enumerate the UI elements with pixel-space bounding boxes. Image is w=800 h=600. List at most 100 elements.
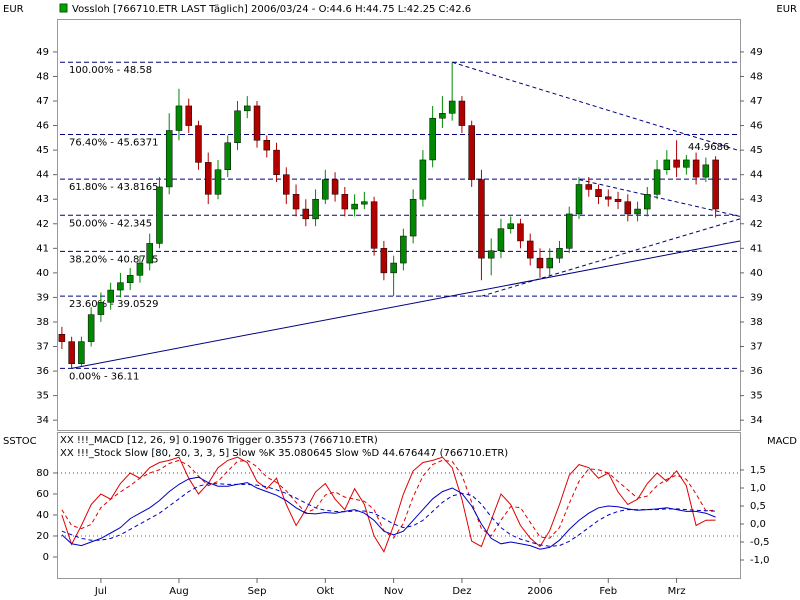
y2-tick-label: -1,0 [750, 555, 770, 566]
indicator-line [61, 459, 716, 539]
candle-body [673, 159, 680, 168]
y-tick-label: 39 [36, 292, 49, 303]
fib-label: 0.00% - 36.11 [69, 371, 139, 382]
candle-body [156, 186, 163, 244]
y2-axis-label: MACD [767, 436, 797, 447]
candle-body [244, 105, 251, 112]
candle-body [175, 105, 183, 131]
fib-label: 38.20% - 40.8735 [69, 254, 158, 265]
candle-body [370, 201, 378, 249]
y-tick-label: 40 [36, 510, 49, 521]
candle-body [507, 223, 514, 229]
y-tick-label: 80 [36, 468, 49, 479]
y-tick-label: 36 [36, 366, 49, 377]
candle-body [380, 248, 388, 274]
candle-body [107, 289, 114, 303]
y-tick-label: 45 [36, 145, 49, 156]
candle-body [605, 196, 612, 200]
candle-body [87, 314, 95, 342]
y-tick-label: 40 [36, 268, 49, 279]
fib-label: 50.00% - 42.345 [69, 218, 152, 229]
candle-body [351, 203, 358, 210]
candle-body [263, 140, 271, 151]
y-tick-label: 34 [750, 415, 763, 426]
indicator-line [61, 456, 716, 553]
candle-body [341, 194, 349, 210]
y-axis-label: EUR [3, 4, 24, 15]
candle-body [624, 201, 632, 215]
trend-line [452, 61, 741, 152]
y-tick-label: 40 [750, 268, 763, 279]
candle-body [556, 248, 563, 259]
y-tick-label: 44 [36, 170, 49, 181]
candle-body [487, 250, 495, 259]
candle-body [692, 159, 700, 178]
candle-body [302, 208, 310, 220]
candle-body [634, 208, 641, 215]
trend-line [71, 240, 741, 369]
fib-label: 61.80% - 43.8165 [69, 182, 158, 193]
candle-body [614, 198, 622, 202]
candle-body [419, 159, 427, 200]
y-axis-label: SSTOC [3, 436, 37, 447]
candle-body [497, 228, 505, 252]
y-tick-label: 35 [36, 391, 49, 402]
candle-body [195, 125, 202, 163]
y-tick-label: 46 [750, 121, 763, 132]
y2-tick-label: 0,0 [750, 519, 766, 530]
candle-body [683, 159, 690, 168]
x-tick-label: Dez [452, 586, 471, 597]
y-tick-label: 42 [750, 219, 763, 230]
trend-line [481, 218, 741, 297]
candle-body [439, 113, 446, 119]
candle-body [663, 159, 671, 171]
candle-body [409, 198, 417, 237]
y2-tick-label: 1,5 [750, 465, 766, 476]
candle-body [117, 282, 124, 291]
fib-label: 100.00% - 48.58 [69, 65, 152, 76]
y-tick-label: 36 [750, 366, 763, 377]
candle-body [312, 198, 319, 220]
candle-body [361, 201, 368, 205]
candle-body [214, 169, 222, 195]
indicator-line [61, 483, 716, 547]
indicator-line [61, 476, 716, 550]
y-tick-label: 45 [750, 145, 763, 156]
y2-tick-label: -0,5 [750, 537, 770, 548]
candle-body [458, 100, 466, 126]
candle-body [517, 223, 524, 242]
candle-body [400, 235, 407, 264]
candle-body [331, 179, 339, 195]
candle-body [575, 184, 583, 215]
candle-body [585, 184, 593, 190]
y-tick-label: 34 [36, 415, 49, 426]
y-tick-label: 44 [750, 170, 763, 181]
x-tick-label: Aug [169, 586, 189, 597]
legend-entry: XX !!!_MACD [12, 26, 9] 0.19076 Trigger … [60, 435, 378, 446]
y-tick-label: 37 [750, 342, 763, 353]
y-tick-label: 49 [750, 47, 763, 58]
candle-body [224, 142, 231, 171]
y-tick-label: 43 [36, 194, 49, 205]
candle-body [595, 189, 602, 198]
candle-body [702, 164, 710, 178]
y-tick-label: 37 [36, 342, 49, 353]
title-icon [59, 3, 68, 13]
y-tick-label: 47 [750, 96, 763, 107]
y-tick-label: 41 [750, 243, 763, 254]
candle-body [146, 243, 153, 264]
y-axis-label: EUR [776, 4, 797, 15]
candle-body [653, 169, 661, 195]
y-tick-label: 42 [36, 219, 49, 230]
fib-label: 76.40% - 45.6371 [69, 137, 158, 148]
y-tick-label: 38 [36, 317, 49, 328]
x-tick-label: Nov [384, 586, 404, 597]
candle-body [390, 262, 397, 274]
candle-body [68, 341, 75, 364]
y-tick-label: 46 [36, 121, 49, 132]
y-tick-label: 43 [750, 194, 763, 205]
candle-body [536, 257, 544, 269]
candle-body [448, 100, 456, 114]
x-tick-label: Sep [248, 586, 267, 597]
